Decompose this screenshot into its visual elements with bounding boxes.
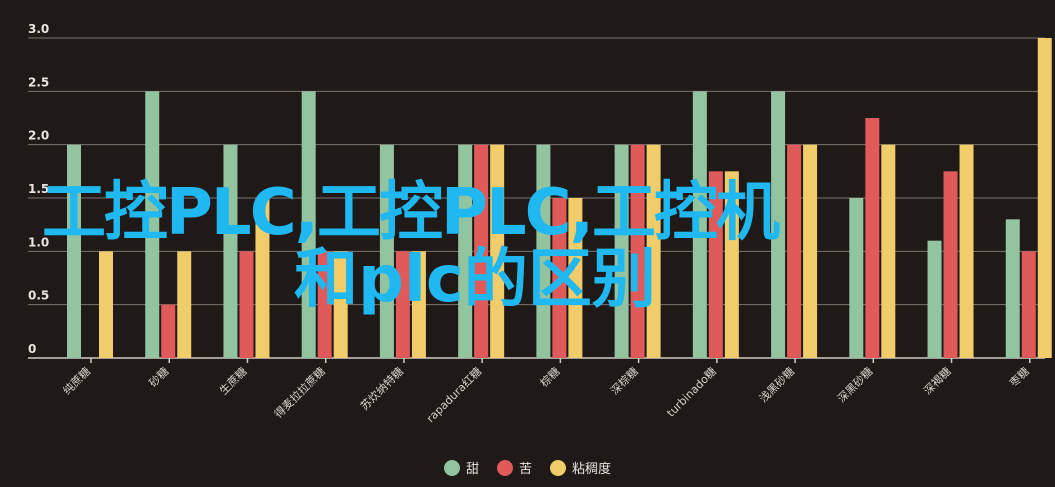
bar — [474, 144, 489, 358]
bar — [395, 251, 410, 358]
bar — [1021, 251, 1036, 358]
bar — [724, 171, 739, 358]
legend-swatch-sweet — [443, 459, 460, 476]
x-tick-label: 浅黑砂糖 — [756, 364, 797, 405]
x-tick-label: rapadura红糖 — [423, 364, 484, 425]
x-tick-label: 砂糖 — [146, 364, 171, 389]
bar — [536, 144, 551, 358]
legend-label-viscosity: 粘稠度 — [572, 462, 612, 477]
x-tick-label: 生蔗糖 — [216, 364, 249, 397]
y-tick-label: 0 — [28, 342, 36, 356]
bar — [333, 251, 348, 358]
bar — [1005, 219, 1020, 358]
bar — [943, 171, 958, 358]
x-tick-label: turbinado糖 — [664, 364, 719, 419]
bar — [99, 251, 113, 358]
bar — [379, 144, 394, 358]
bar — [317, 251, 332, 358]
x-tick-label: 纯蔗糖 — [60, 364, 93, 397]
overlay-title-line2: 和plc的区别 — [294, 243, 656, 318]
overlay-title: 工控PLC,工控PLC,工控机 和plc的区别 — [0, 176, 820, 318]
y-tick-label: 3.0 — [28, 22, 49, 36]
legend-item-bitter[interactable]: 苦 — [496, 458, 532, 477]
legend-item-sweet[interactable]: 甜 — [443, 458, 479, 477]
bar — [161, 304, 176, 358]
bar — [490, 144, 505, 358]
bar — [67, 144, 81, 358]
bar — [787, 144, 802, 358]
bar — [239, 251, 254, 358]
bar — [255, 198, 270, 358]
y-tick-label: 2.5 — [28, 75, 49, 89]
bar — [927, 240, 942, 358]
x-tick-label: 苏炊纳特糖 — [357, 364, 406, 413]
bar — [177, 251, 192, 358]
bar — [865, 118, 880, 358]
legend: 甜 苦 粘稠度 — [0, 458, 1055, 477]
bar — [552, 198, 567, 358]
bar — [145, 91, 160, 358]
bar — [771, 91, 786, 358]
legend-item-viscosity[interactable]: 粘稠度 — [550, 458, 611, 477]
bar — [646, 144, 661, 358]
bar — [614, 144, 629, 358]
bar — [881, 144, 896, 358]
x-tick-label: 枣糖 — [1006, 364, 1031, 389]
bar — [630, 144, 645, 358]
bar — [568, 198, 583, 358]
bar — [849, 198, 864, 358]
y-tick-label: 2.0 — [28, 129, 49, 143]
x-tick-label: 深褐糖 — [920, 364, 953, 397]
overlay-title-line1: 工控PLC,工控PLC,工控机 — [42, 176, 780, 250]
bar — [708, 171, 723, 358]
x-tick-label: 棕糖 — [537, 364, 562, 389]
y-tick-label: 0.5 — [28, 289, 49, 303]
bar — [223, 144, 238, 358]
y-tick-label: 1.0 — [28, 235, 49, 249]
x-tick-label: 深黑砂糖 — [834, 364, 875, 405]
bar — [1037, 38, 1052, 358]
legend-label-bitter: 苦 — [518, 462, 532, 477]
bar — [458, 144, 473, 358]
y-tick-label: 1.5 — [28, 182, 49, 196]
x-tick-label: 深棕糖 — [608, 364, 641, 397]
x-tick-label: 得麦拉拉蔗糖 — [271, 364, 328, 421]
legend-label-sweet: 甜 — [465, 462, 479, 477]
bar — [692, 91, 707, 358]
bar — [301, 91, 316, 358]
bar — [803, 144, 818, 358]
legend-swatch-viscosity — [550, 459, 566, 476]
bar — [411, 251, 426, 358]
bar — [959, 144, 974, 358]
legend-swatch-bitter — [496, 459, 513, 476]
